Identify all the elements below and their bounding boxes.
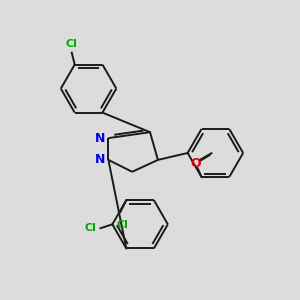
Text: Cl: Cl [66, 39, 78, 49]
Text: O: O [190, 157, 201, 169]
Text: N: N [95, 132, 105, 145]
Text: Cl: Cl [116, 220, 128, 230]
Text: N: N [95, 153, 105, 167]
Text: Cl: Cl [85, 223, 97, 233]
